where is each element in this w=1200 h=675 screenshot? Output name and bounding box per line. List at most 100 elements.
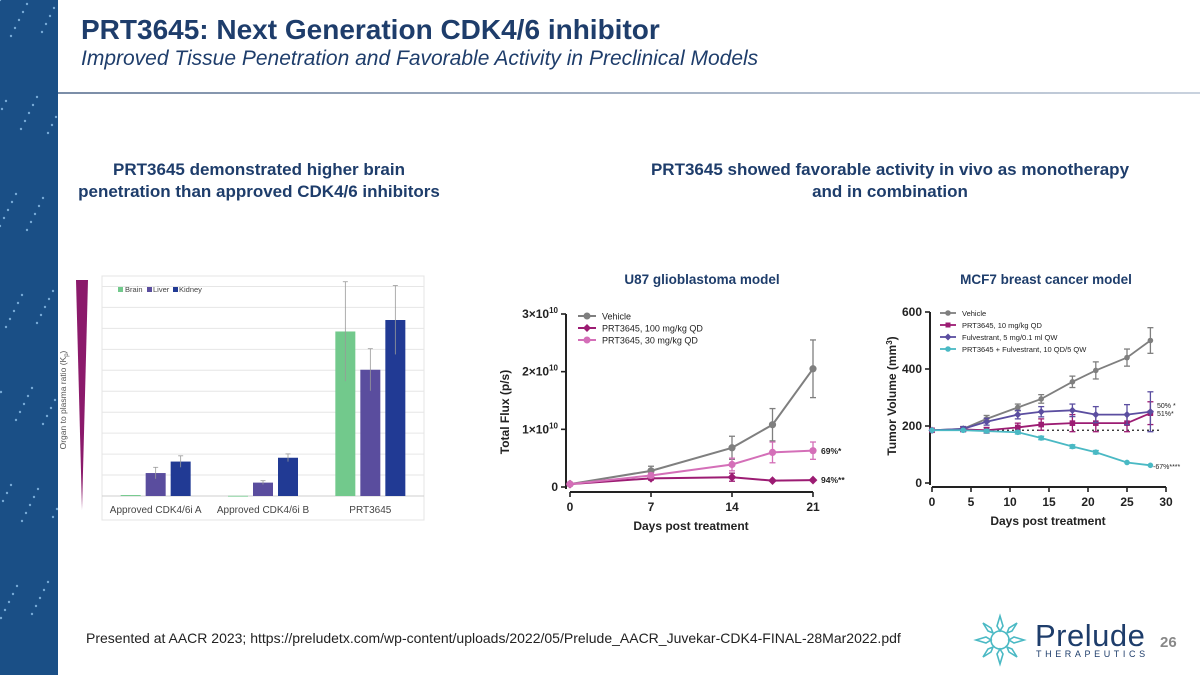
band-node bbox=[1, 499, 5, 503]
category-label: Approved CDK4/6i B bbox=[217, 505, 310, 516]
mcf7-x-axis-label: Days post treatment bbox=[990, 514, 1105, 528]
category-label: Approved CDK4/6i A bbox=[110, 505, 202, 516]
data-point bbox=[809, 365, 817, 373]
data-point bbox=[809, 447, 817, 455]
band-node bbox=[16, 301, 20, 305]
data-point bbox=[1069, 443, 1076, 450]
band-node bbox=[5, 491, 9, 495]
data-point bbox=[728, 460, 736, 469]
legend-label-liver: Liver bbox=[153, 285, 170, 294]
data-point bbox=[808, 475, 818, 485]
band-node bbox=[4, 325, 8, 329]
bar-brain bbox=[228, 495, 248, 497]
u87-legend-vehicle: Vehicle bbox=[602, 312, 631, 322]
right-panel-heading: PRT3645 showed favorable activity in viv… bbox=[650, 160, 1130, 201]
data-point bbox=[1015, 404, 1021, 411]
series-line-vehicle bbox=[569, 368, 814, 486]
band-node bbox=[34, 604, 38, 608]
band-node bbox=[29, 220, 33, 224]
bar-kidney bbox=[385, 320, 406, 496]
band-node bbox=[48, 14, 52, 18]
mcf7-tumor-line-chart: MCF7 breast cancer model 0 5 10 15 20 25 30 0 20… bbox=[885, 272, 1181, 528]
data-point bbox=[1038, 396, 1044, 402]
band-node bbox=[12, 309, 16, 313]
u87-y-axis-label: Total Flux (p/s) bbox=[498, 370, 512, 454]
x-tick-label: 21 bbox=[806, 500, 820, 514]
data-point bbox=[1038, 435, 1044, 441]
category-label: PRT3645 bbox=[349, 505, 392, 516]
mcf7-chart-title: MCF7 breast cancer model bbox=[960, 272, 1132, 287]
data-point bbox=[1093, 449, 1099, 456]
band-node bbox=[55, 507, 58, 511]
band-node bbox=[17, 18, 21, 22]
x-tick-label: 0 bbox=[567, 500, 574, 514]
legend-label-kidney: Kidney bbox=[179, 285, 202, 294]
legend-swatch-brain bbox=[118, 287, 123, 292]
legend-swatch-kidney bbox=[173, 287, 178, 292]
band-node bbox=[30, 612, 34, 616]
decorative-side-band bbox=[0, 0, 58, 675]
data-point bbox=[1037, 408, 1045, 416]
y-tick-label: 0 bbox=[551, 480, 558, 494]
mcf7-annotation-67: -67%**** bbox=[1153, 464, 1181, 471]
left-panel-heading: PRT3645 demonstrated higher brain penetr… bbox=[78, 160, 440, 201]
data-point bbox=[983, 428, 990, 434]
band-node bbox=[43, 305, 47, 309]
band-node bbox=[21, 10, 25, 14]
data-point bbox=[960, 427, 966, 434]
x-tick-label: 5 bbox=[968, 495, 975, 509]
band-node bbox=[3, 608, 7, 612]
band-node bbox=[20, 519, 24, 523]
band-node bbox=[8, 317, 12, 321]
band-node bbox=[28, 503, 32, 507]
bar-liver bbox=[360, 369, 381, 496]
data-point bbox=[566, 480, 574, 488]
band-node bbox=[52, 6, 56, 10]
band-node bbox=[0, 224, 2, 228]
band-node bbox=[18, 410, 22, 414]
band-node bbox=[32, 495, 36, 499]
legend-label-brain: Brain bbox=[125, 285, 143, 294]
band-node bbox=[10, 200, 14, 204]
band-node bbox=[36, 487, 40, 491]
logo-wordmark: Prelude bbox=[1035, 618, 1146, 653]
mcf7-legend-fulvestrant: Fulvestrant, 5 mg/0.1 ml QW bbox=[962, 333, 1058, 342]
band-node bbox=[13, 26, 17, 30]
bar-brain bbox=[120, 495, 141, 496]
data-point bbox=[1123, 411, 1131, 419]
band-node bbox=[0, 0, 2, 2]
band-node bbox=[37, 204, 41, 208]
mcf7-legend-combo: PRT3645 + Fulvestrant, 10 QD/5 QW bbox=[962, 345, 1087, 354]
citation-footer: Presented at AACR 2023; https://preludet… bbox=[86, 630, 901, 646]
band-node bbox=[46, 580, 50, 584]
data-point bbox=[1092, 411, 1100, 419]
band-node bbox=[47, 297, 51, 301]
band-node bbox=[38, 596, 42, 600]
bar-liver bbox=[253, 482, 273, 496]
bar-kidney bbox=[278, 457, 298, 496]
data-point bbox=[1147, 462, 1154, 469]
band-node bbox=[11, 592, 15, 596]
legend: Brain Liver Kidney bbox=[118, 285, 202, 294]
bar-liver bbox=[145, 473, 166, 496]
x-tick-label: 30 bbox=[1159, 495, 1173, 509]
y-tick-label: 3×1010 bbox=[522, 306, 558, 321]
x-tick-label: 7 bbox=[648, 500, 655, 514]
u87-legend-prt-100: PRT3645, 100 mg/kg QD bbox=[602, 324, 703, 334]
band-node bbox=[9, 34, 13, 38]
data-point bbox=[1014, 411, 1022, 419]
band-node bbox=[33, 212, 37, 216]
header-divider bbox=[58, 92, 1200, 94]
band-node bbox=[44, 22, 48, 26]
data-point bbox=[1069, 379, 1076, 385]
band-node bbox=[51, 289, 55, 293]
band-node bbox=[7, 600, 11, 604]
x-tick-label: 25 bbox=[1120, 495, 1134, 509]
band-node bbox=[0, 616, 3, 620]
u87-annotation-94: 94%** bbox=[821, 475, 845, 485]
u87-legend-prt-30: PRT3645, 30 mg/kg QD bbox=[602, 336, 698, 346]
band-node bbox=[51, 515, 55, 519]
y-axis-label: Organ to plasma ratio (Kp) bbox=[58, 350, 70, 449]
bar-kidney bbox=[170, 461, 191, 496]
data-point bbox=[727, 472, 737, 482]
